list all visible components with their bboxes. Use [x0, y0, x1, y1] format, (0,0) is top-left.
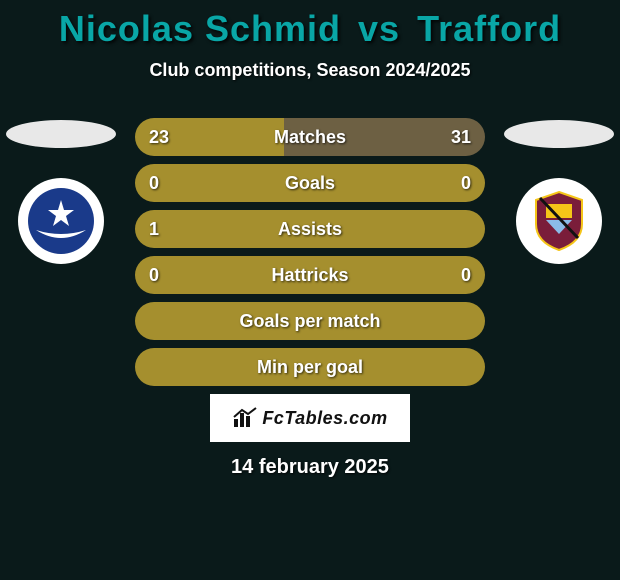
stat-value-right: 31: [451, 127, 471, 148]
stat-value-left: 23: [149, 127, 169, 148]
player2-silhouette: [504, 120, 614, 148]
stat-value-left: 0: [149, 265, 159, 286]
branding-badge: FcTables.com: [210, 394, 410, 442]
player1-side: [6, 120, 116, 264]
player1-silhouette: [6, 120, 116, 148]
branding-icon: [232, 407, 258, 429]
stat-row-matches: Matches23 31: [135, 118, 485, 156]
burnley-crest: [516, 178, 602, 264]
stat-value-left: 0: [149, 173, 159, 194]
stat-label: Hattricks: [135, 265, 485, 286]
stat-label: Goals: [135, 173, 485, 194]
stat-label: Matches: [135, 127, 485, 148]
stats-panel: Matches2331Goals00Assists1Hattricks00Goa…: [135, 118, 485, 479]
stat-label: Min per goal: [135, 357, 485, 378]
stat-label: Goals per match: [135, 311, 485, 332]
stat-value-left: 1: [149, 219, 159, 240]
burnley-crest-icon: [524, 186, 594, 256]
comparison-date: 14 february 2025: [135, 456, 485, 479]
comparison-title: Nicolas Schmid vs Trafford: [0, 0, 620, 50]
player2-side: [504, 120, 614, 264]
stat-value-right: 0: [461, 265, 471, 286]
stat-label: Assists: [135, 219, 485, 240]
stat-row-goals: Goals0 0: [135, 164, 485, 202]
portsmouth-crest: [18, 178, 104, 264]
stat-value-right: 0: [461, 173, 471, 194]
stat-row-goals-per-match: Goals per match: [135, 302, 485, 340]
stat-row-min-per-goal: Min per goal: [135, 348, 485, 386]
stat-row-assists: Assists1: [135, 210, 485, 248]
stat-row-hattricks: Hattricks0 0: [135, 256, 485, 294]
vs-text: vs: [358, 8, 400, 49]
player2-name: Trafford: [417, 8, 561, 49]
branding-text: FcTables.com: [262, 408, 387, 429]
portsmouth-crest-icon: [26, 186, 96, 256]
subtitle: Club competitions, Season 2024/2025: [0, 60, 620, 81]
player1-name: Nicolas Schmid: [59, 8, 341, 49]
